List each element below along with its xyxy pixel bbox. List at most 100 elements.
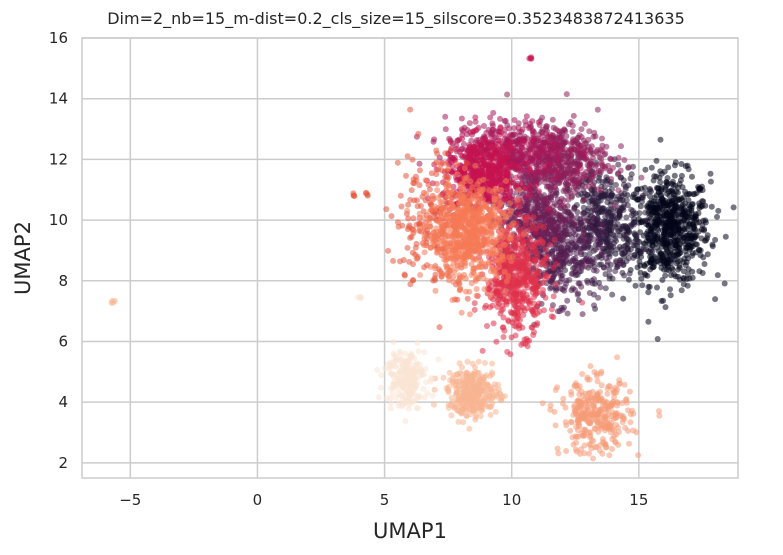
scatter-point [662, 272, 669, 279]
scatter-point [543, 130, 550, 137]
scatter-point [560, 261, 567, 268]
scatter-point [591, 276, 597, 283]
scatter-point [490, 223, 497, 230]
scatter-point [480, 136, 487, 143]
scatter-point [568, 239, 575, 246]
scatter-point [658, 193, 664, 200]
scatter-point [421, 264, 428, 271]
scatter-point [590, 206, 597, 213]
scatter-point [672, 195, 679, 202]
scatter-point [474, 274, 481, 281]
scatter-point [594, 106, 601, 113]
scatter-point [646, 187, 653, 194]
scatter-point [641, 270, 648, 277]
data-points [108, 54, 737, 462]
scatter-point [614, 354, 621, 361]
scatter-point [528, 226, 534, 233]
scatter-point [490, 109, 497, 116]
scatter-point [563, 448, 570, 454]
scatter-point [486, 158, 492, 165]
scatter-point [551, 200, 558, 207]
scatter-point [503, 299, 510, 305]
scatter-point [510, 265, 517, 272]
scatter-point [625, 250, 632, 256]
scatter-point [609, 186, 615, 193]
scatter-point [513, 155, 520, 162]
scatter-point [385, 247, 392, 254]
scatter-point [395, 223, 402, 230]
scatter-point [521, 295, 527, 302]
scatter-point [471, 204, 478, 211]
scatter-point [433, 147, 440, 154]
scatter-point [448, 146, 455, 153]
scatter-point [496, 243, 503, 250]
scatter-point [423, 191, 430, 197]
scatter-point [597, 284, 604, 291]
scatter-point [667, 216, 674, 223]
scatter-point [514, 163, 521, 170]
scatter-point [586, 223, 593, 229]
scatter-point [447, 139, 454, 146]
scatter-point [508, 207, 515, 214]
scatter-point [596, 261, 603, 268]
scatter-point [471, 306, 478, 313]
scatter-point [599, 401, 606, 408]
scatter-point [599, 161, 605, 168]
scatter-point [442, 113, 449, 120]
scatter-point [400, 257, 407, 263]
scatter-point [460, 198, 466, 205]
scatter-point [577, 259, 584, 266]
scatter-point [588, 212, 595, 219]
scatter-point [484, 277, 491, 284]
scatter-point [508, 222, 515, 229]
scatter-point [595, 236, 602, 242]
scatter-point [678, 203, 685, 209]
scatter-point [540, 287, 546, 293]
scatter-point [412, 173, 419, 180]
scatter-point [500, 314, 507, 321]
scatter-point [462, 260, 469, 267]
scatter-point [549, 116, 556, 123]
scatter-point [658, 243, 665, 250]
scatter-point [625, 276, 632, 283]
scatter-point [462, 275, 469, 282]
scatter-point [677, 177, 684, 184]
scatter-point [556, 134, 563, 141]
scatter-point [431, 275, 438, 282]
scatter-point [552, 287, 559, 294]
scatter-point [542, 212, 548, 219]
scatter-point [582, 156, 589, 163]
scatter-point [626, 238, 632, 245]
scatter-point [508, 294, 514, 301]
scatter-point [575, 398, 582, 404]
scatter-point [462, 178, 469, 185]
scatter-point [570, 270, 576, 277]
scatter-point [551, 408, 558, 415]
scatter-point [578, 221, 585, 228]
scatter-point [629, 220, 636, 227]
scatter-point [566, 277, 573, 283]
scatter-point [632, 282, 639, 289]
scatter-point [584, 191, 591, 198]
scatter-point [572, 255, 579, 262]
scatter-point [560, 395, 567, 402]
scatter-point [547, 242, 553, 248]
scatter-point [496, 300, 502, 307]
scatter-point [479, 347, 486, 354]
scatter-point [445, 165, 452, 172]
scatter-point [581, 236, 588, 243]
scatter-point [555, 267, 562, 274]
scatter-point [586, 290, 593, 296]
scatter-point [685, 255, 692, 262]
scatter-point [458, 126, 465, 133]
scatter-point [622, 233, 628, 240]
scatter-point [421, 249, 428, 256]
scatter-point [449, 297, 456, 303]
scatter-point [594, 186, 601, 193]
scatter-point [476, 209, 483, 216]
scatter-point [630, 242, 637, 249]
scatter-point [568, 391, 575, 398]
scatter-point [461, 245, 468, 252]
scatter-point [486, 151, 493, 158]
